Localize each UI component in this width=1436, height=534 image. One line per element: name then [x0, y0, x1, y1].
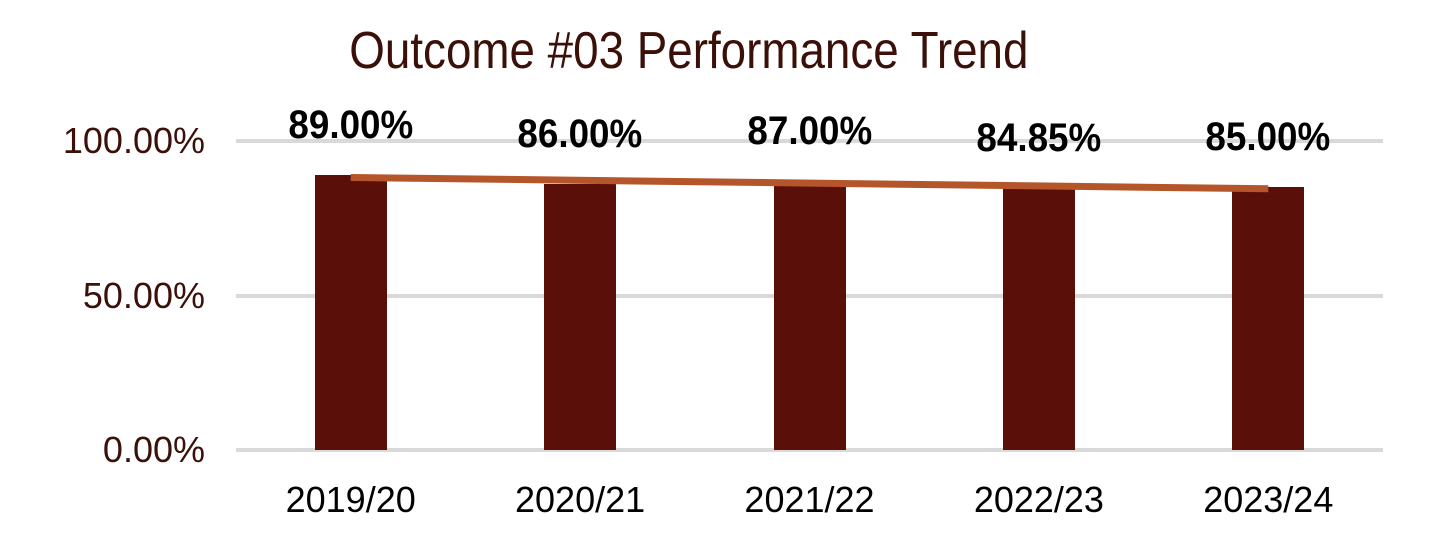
data-label-text: 86.00%	[517, 112, 643, 157]
y-axis-tick-label: 0.00%	[102, 429, 205, 470]
x-axis-category-label: 2021/22	[744, 479, 875, 520]
data-label: 89.00%	[236, 105, 466, 145]
data-label: 86.00%	[465, 114, 695, 154]
gridline	[236, 139, 1383, 143]
x-axis-category-label: 2023/24	[1203, 479, 1334, 520]
bar-2020-21	[544, 184, 617, 450]
bar-2019-20	[314, 174, 387, 450]
bar-2021-22	[773, 181, 846, 450]
bar-2023-24	[1232, 187, 1305, 450]
bar-2022-23	[1002, 187, 1075, 450]
trendline	[350, 173, 1269, 193]
data-label-text: 87.00%	[747, 109, 872, 154]
y-axis-tick-label: 50.00%	[82, 274, 205, 316]
x-axis-category-label: 2019/20	[285, 479, 416, 520]
chart-title: Outcome #03 Performance Trend	[0, 22, 1378, 80]
x-axis-category-label: 2022/23	[973, 479, 1104, 520]
gridline	[236, 448, 1383, 452]
data-label: 85.00%	[1153, 117, 1383, 157]
data-label-text: 84.85%	[976, 115, 1102, 160]
data-label-text: 89.00%	[288, 102, 414, 147]
data-label: 84.85%	[924, 118, 1154, 158]
data-label-text: 85.00%	[1205, 115, 1331, 160]
data-label: 87.00%	[695, 111, 925, 151]
y-axis-tick-label: 100.00%	[62, 120, 205, 161]
chart-title-text: Outcome #03 Performance Trend	[349, 22, 1029, 80]
x-axis-category-label: 2020/21	[515, 479, 646, 520]
